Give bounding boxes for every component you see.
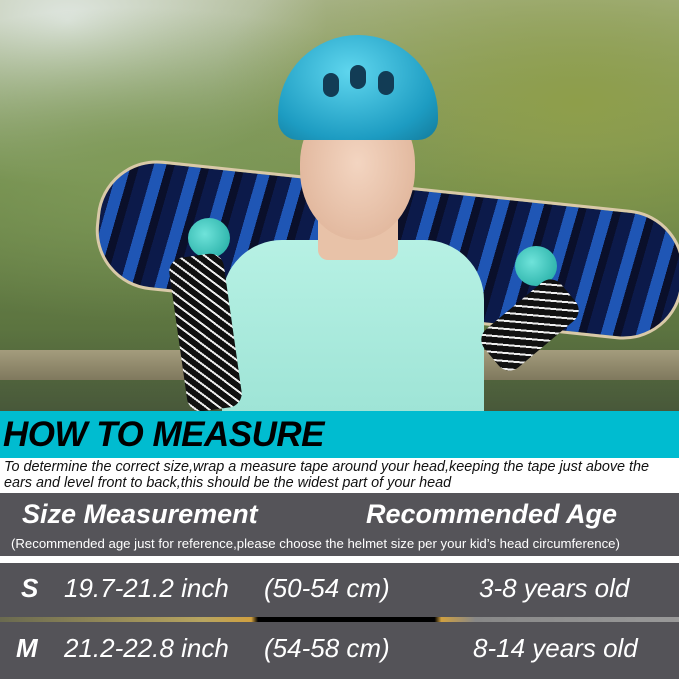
product-photo-child-with-helmet-and-skateboard: [0, 0, 679, 411]
reference-note: (Recommended age just for reference,plea…: [11, 536, 620, 551]
size-label: S: [21, 573, 39, 603]
shirt: [222, 240, 484, 411]
intro-text: To determine the correct size,wrap a mea…: [4, 459, 650, 491]
age-range: 8-14 years old: [473, 633, 638, 663]
divider-strip: [0, 617, 679, 622]
size-label: M: [16, 633, 38, 663]
size-inch: 19.7-21.2 inch: [64, 573, 229, 603]
helmet: [278, 35, 438, 140]
size-table-header: Size Measurement Recommended Age (Recomm…: [0, 493, 679, 556]
age-range: 3-8 years old: [479, 573, 630, 603]
size-row-s: S 19.7-21.2 inch (50-54 cm) 3-8 years ol…: [0, 563, 679, 617]
heading: HOW TO MEASURE: [3, 415, 324, 454]
size-cm: (54-58 cm): [264, 633, 390, 663]
skateboard-wheel: [188, 218, 230, 258]
size-cm: (50-54 cm): [264, 573, 390, 603]
col-recommended-age: Recommended Age: [366, 499, 618, 529]
col-size-measurement: Size Measurement: [22, 499, 258, 529]
size-inch: 21.2-22.8 inch: [64, 633, 229, 663]
how-to-measure-banner: HOW TO MEASURE: [0, 411, 679, 458]
size-row-m: M 21.2-22.8 inch (54-58 cm) 8-14 years o…: [0, 622, 679, 679]
